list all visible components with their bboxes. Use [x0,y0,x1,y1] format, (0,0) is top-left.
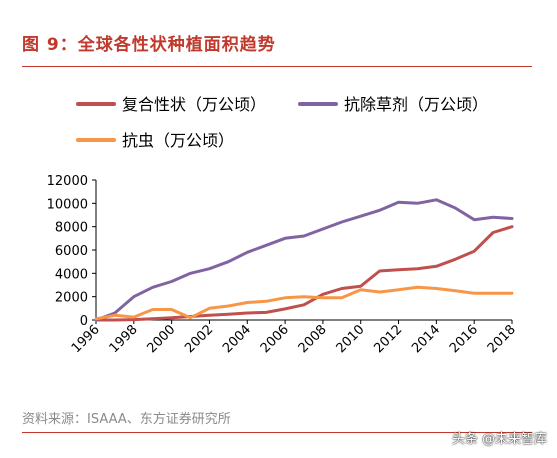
y-tick-label: 10000 [47,197,88,212]
footer-divider [22,432,532,433]
y-tick-label: 4000 [55,267,88,282]
y-tick-label: 12000 [47,174,88,189]
series-line-2 [94,198,514,322]
x-tick-label: 1998 [107,322,141,356]
chart-series-lines [94,198,514,322]
legend-label-3: 抗虫（万公顷） [122,131,234,150]
x-tick-label: 2010 [334,322,368,356]
legend-label-2: 抗除草剂（万公顷） [344,95,488,114]
y-tick-label: 2000 [55,291,88,306]
x-tick-label: 2006 [258,322,292,356]
x-tick-label: 1996 [69,322,103,356]
x-tick-label: 2002 [182,322,216,356]
x-tick-label: 2004 [220,322,254,356]
y-tick-label: 0 [80,314,88,329]
x-tick-label: 2018 [485,322,519,356]
figure-title: 图 9：全球各性状种植面积趋势 [22,35,276,55]
legend-label-1: 复合性状（万公顷） [122,95,266,114]
series-line-3 [94,285,514,321]
y-tick-label: 8000 [55,221,88,236]
x-tick-label: 2012 [371,322,405,356]
x-tick-label: 2014 [409,322,443,356]
y-tick-label: 6000 [55,244,88,259]
series-line-1 [94,225,514,322]
title-divider [22,66,532,67]
chart-legend: 复合性状（万公顷） 抗除草剂（万公顷） 抗虫（万公顷） [76,95,488,150]
source-note: 资料来源：ISAAA、东方证券研究所 [22,412,231,427]
x-tick-label: 2000 [144,322,178,356]
watermark-text: 头条 @未来智库 [451,432,547,447]
x-tick-label: 2008 [296,322,330,356]
x-tick-label: 2016 [447,322,481,356]
